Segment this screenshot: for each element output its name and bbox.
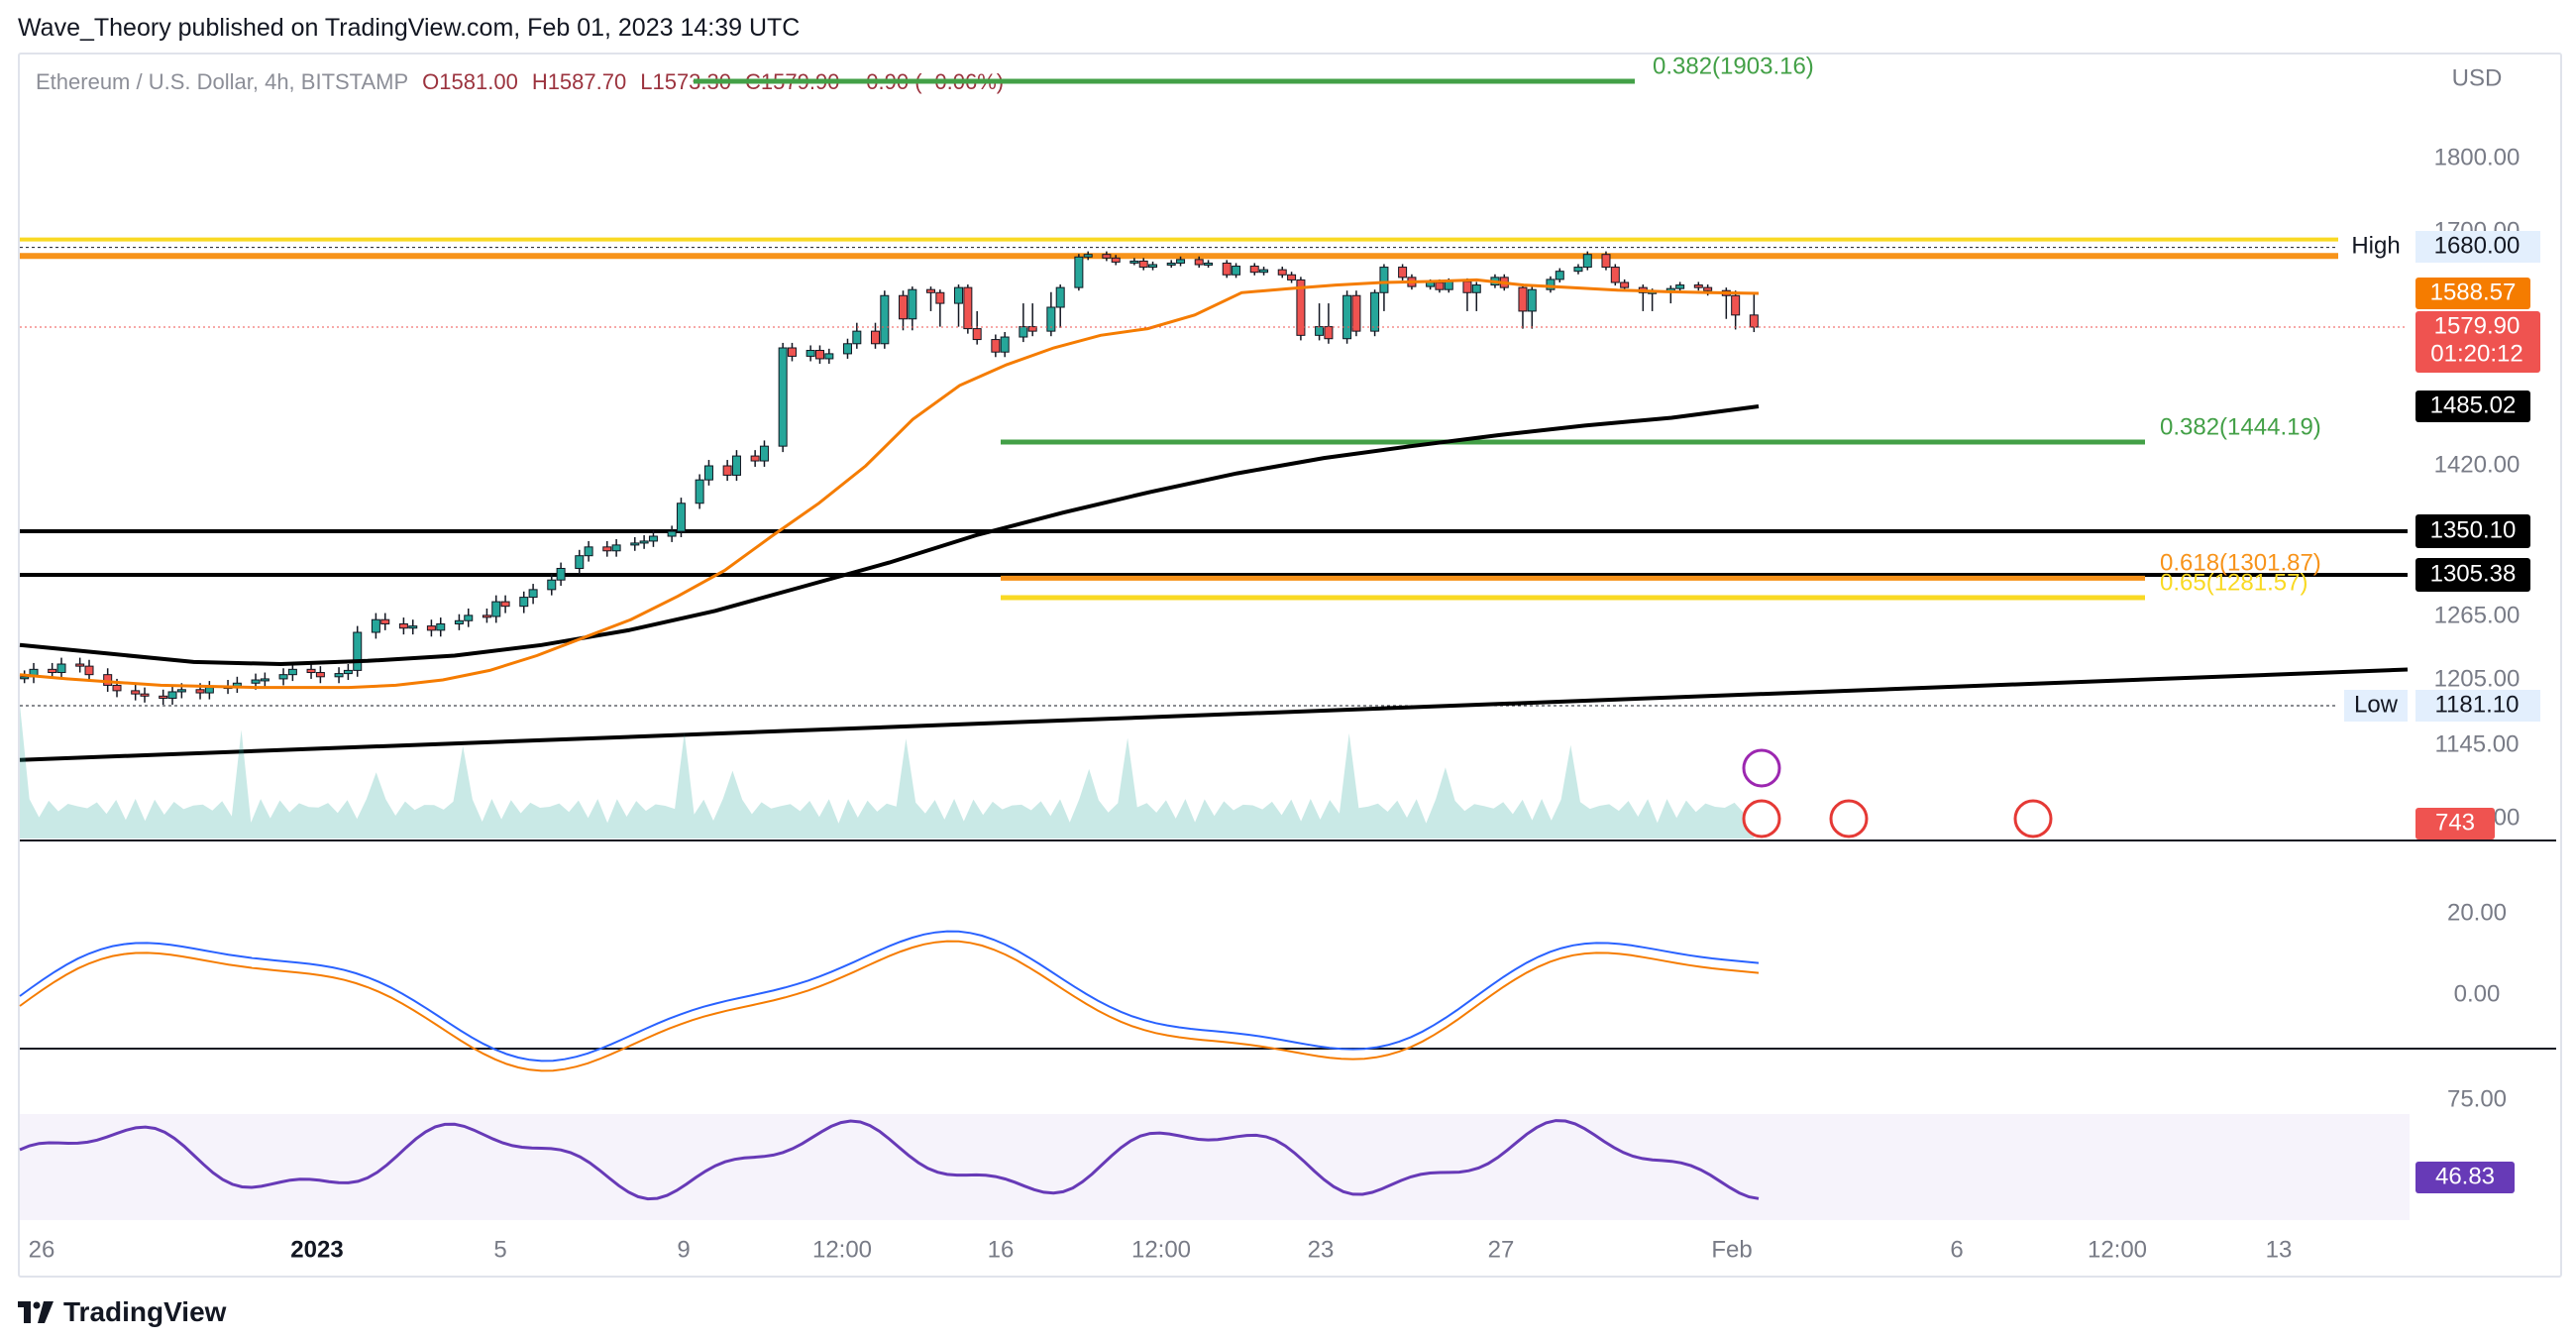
ohlc-change: −0.90 (−0.06%) [853, 69, 1005, 94]
ohlc-close: C1579.90 [745, 69, 840, 94]
tradingview-brand: TradingView [63, 1296, 227, 1327]
ohlc-high: H1587.70 [531, 69, 627, 94]
symbol-legend: Ethereum / U.S. Dollar, 4h, BITSTAMP O15… [36, 69, 1004, 95]
ohlc-low: L1573.30 [640, 69, 731, 94]
symbol-name: Ethereum / U.S. Dollar, 4h, BITSTAMP [36, 69, 409, 94]
tradingview-logo-icon [18, 1301, 54, 1323]
publish-header: Wave_Theory published on TradingView.com… [18, 14, 801, 42]
tradingview-footer: TradingView [18, 1296, 226, 1328]
ohlc-open: O1581.00 [422, 69, 518, 94]
chart-frame[interactable] [18, 53, 2562, 1278]
